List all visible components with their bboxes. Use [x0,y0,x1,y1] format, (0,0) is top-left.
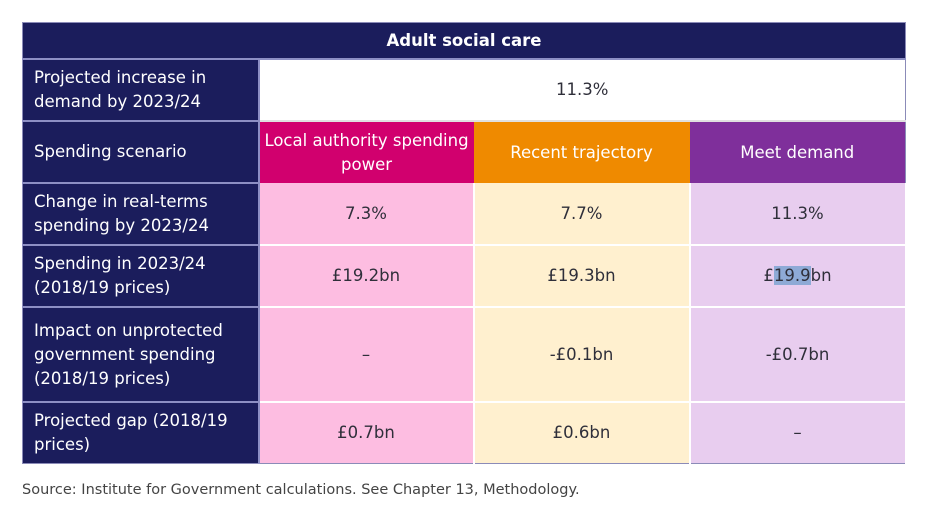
table-row: Projected increase in demand by 2023/24 … [22,59,906,122]
table-cell: -£0.7bn [689,307,907,403]
row-label: Projected gap (2018/19 prices) [22,402,260,464]
adult-social-care-table: Adult social care Projected increase in … [22,22,907,464]
table-cell: £0.6bn [473,402,691,464]
table-cell: 11.3% [689,183,907,246]
scenario-header-meet-demand: Meet demand [689,121,906,183]
table-title: Adult social care [22,22,906,60]
table-cell: £19.3bn [473,245,691,308]
table-cell: – [258,307,475,403]
table-cell: – [689,402,907,464]
table-row: Impact on unprotected government spendin… [22,307,907,403]
row-label: Impact on unprotected government spendin… [22,307,260,403]
text-selection-highlight[interactable]: 19.9 [773,266,811,285]
cell-suffix: bn [810,266,832,285]
table-row: Projected gap (2018/19 prices) £0.7bn £0… [22,402,907,464]
demand-value: 11.3% [258,59,906,122]
cell-prefix: £ [763,266,774,285]
table-cell: 7.7% [473,183,691,246]
scenario-header-local-authority: Local authority spending power [258,121,474,183]
row-label: Change in real-terms spending by 2023/24 [22,183,260,246]
row-label-demand: Projected increase in demand by 2023/24 [22,59,260,122]
source-note: Source: Institute for Government calcula… [22,482,580,498]
table-cell: £19.2bn [258,245,475,308]
row-label-scenario: Spending scenario [22,121,260,184]
table-row: Change in real-terms spending by 2023/24… [22,183,907,246]
table-row: Spending scenario Local authority spendi… [22,121,906,184]
row-label: Spending in 2023/24 (2018/19 prices) [22,245,260,308]
table-row: Spending in 2023/24 (2018/19 prices) £19… [22,245,907,308]
table-cell: 7.3% [258,183,475,246]
table-cell-selected-text[interactable]: £19.9bn [689,245,907,308]
scenario-header-recent-trajectory: Recent trajectory [473,121,690,183]
table-cell: -£0.1bn [473,307,691,403]
table-cell: £0.7bn [258,402,475,464]
